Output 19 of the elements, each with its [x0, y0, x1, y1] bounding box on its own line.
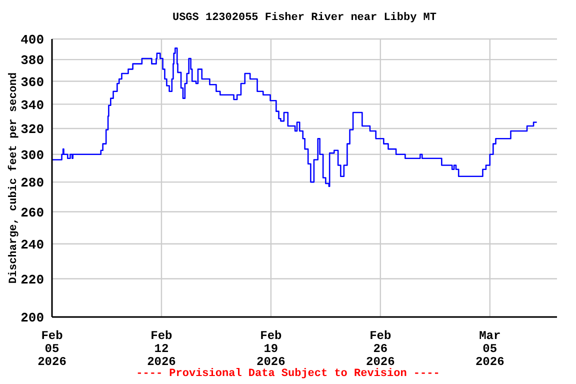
- y-tick-label: 200: [20, 310, 44, 326]
- chart-title: USGS 12302055 Fisher River near Libby MT: [171, 12, 438, 24]
- y-tick-label: 280: [20, 176, 44, 191]
- y-tick-label: 400: [20, 32, 44, 48]
- y-tick-label: 220: [20, 272, 44, 288]
- y-axis-title: Discharge, cubic feet per second: [7, 71, 21, 286]
- y-tick-label: 240: [20, 237, 44, 252]
- text: ---- Provisional Data Subject to Revision ----: [135, 368, 441, 380]
- y-tick-label: 340: [20, 98, 44, 113]
- y-tick-label: 320: [20, 122, 44, 138]
- x-tick-label: Feb 26 2026: [366, 329, 395, 369]
- y-tick-label: 360: [20, 74, 44, 90]
- x-tick-label: Feb 05 2026: [38, 329, 66, 369]
- x-tick-label: Feb 12 2026: [147, 329, 176, 369]
- y-tick-label: 300: [20, 148, 44, 163]
- y-tick-label: 380: [20, 53, 44, 68]
- x-tick-label: Mar 05 2026: [475, 329, 504, 369]
- x-tick-label: Feb 19 2026: [256, 329, 286, 369]
- y-tick-label: 260: [20, 205, 44, 220]
